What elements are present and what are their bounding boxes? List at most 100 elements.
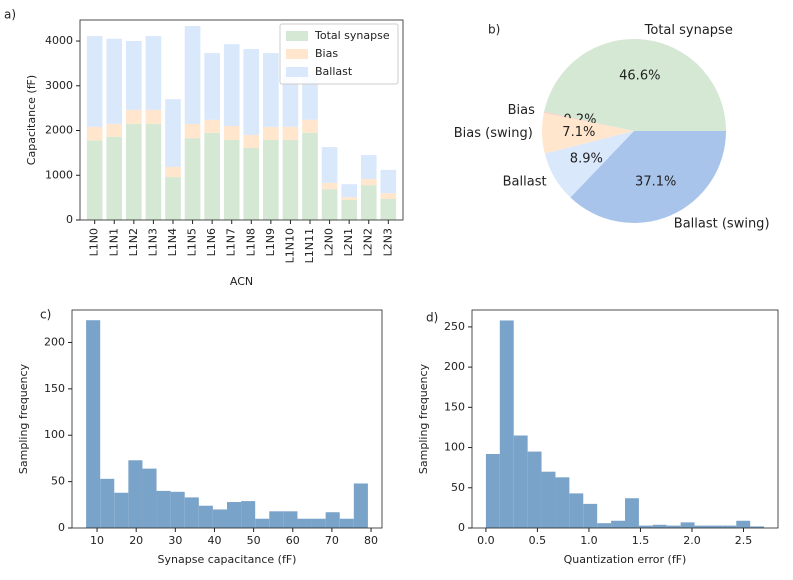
histogram-bar	[569, 493, 584, 528]
bar-segment	[184, 124, 201, 139]
y-tick-label: 4000	[45, 34, 73, 47]
bar-segment	[302, 132, 318, 220]
x-tick-label: 0.5	[529, 534, 547, 547]
bar-segment	[341, 197, 357, 200]
histogram-bar	[708, 525, 723, 528]
panel-label: b)	[488, 23, 500, 37]
y-tick-label: 150	[44, 382, 65, 395]
legend-swatch	[286, 31, 308, 41]
pie-value-label: 37.1%	[635, 174, 676, 189]
y-tick-label: 150	[444, 400, 465, 413]
histogram-bar	[142, 468, 157, 528]
bar-segment	[341, 184, 357, 198]
pie-value-label: 7.1%	[562, 125, 595, 140]
bar-segment	[86, 126, 103, 141]
x-tick-label: 80	[364, 534, 378, 547]
pie-label: Bias (swing)	[454, 126, 533, 141]
bar-segment	[321, 189, 338, 220]
bar-segment	[86, 36, 103, 127]
y-tick-label: 2000	[45, 124, 73, 137]
bar-segment	[380, 193, 397, 199]
x-tick-label: L1N0	[88, 228, 101, 256]
x-tick-label: 70	[325, 534, 339, 547]
histogram-bar	[694, 525, 709, 528]
histogram-bar	[625, 498, 639, 528]
pie-label: Ballast	[503, 175, 547, 190]
histogram-bar	[541, 471, 556, 528]
histogram-bar	[583, 503, 598, 528]
bar-segment	[204, 119, 220, 133]
bar-segment	[321, 182, 338, 190]
histogram-bar	[652, 524, 667, 528]
pie-wedge	[570, 131, 726, 223]
x-tick-label: L1N7	[225, 228, 238, 256]
bar-segment	[126, 109, 142, 124]
histogram-bar	[638, 525, 653, 528]
bar-segment	[263, 53, 279, 127]
x-tick-label: L1N4	[166, 228, 179, 256]
pie-wedge	[543, 111, 634, 131]
histogram-bar	[597, 523, 612, 528]
bar-segment	[243, 49, 260, 135]
histogram-bar	[736, 520, 751, 528]
y-tick-label: 200	[444, 360, 465, 373]
pie-label: Bias	[508, 103, 535, 118]
pie-wedge	[544, 39, 726, 131]
bar-segment	[184, 26, 201, 125]
bar-segment	[165, 99, 181, 167]
axes-frame	[471, 309, 779, 529]
legend-label: Ballast	[315, 65, 353, 78]
legend-swatch	[286, 67, 308, 77]
histogram-bar	[339, 518, 354, 528]
histogram-bar	[156, 490, 171, 528]
bar-segment	[321, 147, 338, 183]
x-tick-label: L1N8	[244, 228, 257, 256]
histogram-bar	[527, 451, 542, 528]
bar-segment	[302, 119, 318, 133]
histogram-bar	[611, 520, 625, 528]
y-tick-label: 0	[66, 213, 73, 226]
bar-segment	[165, 177, 181, 220]
histogram-bar	[198, 505, 213, 528]
x-tick-label: 30	[168, 534, 182, 547]
y-axis-label: Sampling frequency	[417, 363, 430, 474]
legend-swatch	[286, 49, 308, 59]
y-tick-label: 50	[451, 481, 465, 494]
bar-segment	[126, 123, 142, 220]
histogram-bar	[325, 512, 340, 528]
x-tick-label: 50	[247, 534, 261, 547]
bar-segment	[204, 53, 220, 120]
x-tick-label: L2N3	[381, 228, 394, 256]
x-tick-label: L1N2	[127, 228, 140, 256]
x-tick-label: L1N10	[283, 228, 296, 263]
x-tick-label: L2N2	[362, 228, 375, 256]
pie-label: Total synapse	[644, 23, 733, 38]
histogram-bar	[255, 518, 270, 528]
histogram-bar	[297, 518, 312, 528]
bar-segment	[243, 147, 260, 220]
panel-label: c)	[40, 308, 51, 322]
bar-segment	[341, 199, 357, 220]
bar-segment	[106, 136, 123, 220]
bar-segment	[302, 73, 318, 120]
y-tick-label: 200	[44, 335, 65, 348]
bar-segment	[360, 185, 377, 220]
pie-wedge	[544, 131, 634, 198]
histogram-bar	[555, 477, 570, 528]
histogram-bar	[513, 435, 528, 528]
bar-segment	[282, 139, 299, 220]
bar-segment	[380, 198, 397, 220]
axes-frame	[79, 19, 404, 221]
bar-segment	[380, 169, 397, 194]
y-tick-label: 0	[458, 521, 465, 534]
histogram-bar	[128, 460, 143, 528]
pie-value-label: 46.6%	[619, 69, 660, 84]
x-tick-label: L1N6	[205, 228, 218, 256]
histogram-bar	[311, 518, 326, 528]
histogram-bar	[241, 501, 256, 528]
histogram-bar	[750, 526, 765, 528]
bar-segment	[106, 123, 123, 137]
histogram-bar	[184, 497, 199, 528]
histogram-bar	[100, 478, 115, 528]
